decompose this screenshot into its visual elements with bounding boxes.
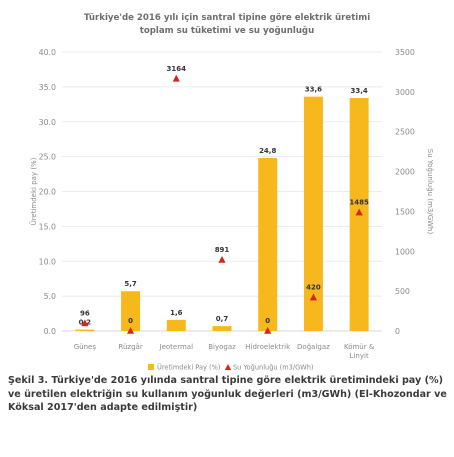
y-tick-label-left: 30.0 <box>39 118 56 127</box>
x-tick-label: Hidroelektrik <box>245 343 291 351</box>
bar-value-label: 24,8 <box>259 147 276 155</box>
legend-label: Üretimdeki Pay (%) <box>157 363 220 372</box>
y-tick-label-right: 3000 <box>395 88 415 97</box>
y-tick-label-left: 20.0 <box>39 188 56 197</box>
bar-3 <box>212 326 232 331</box>
marker-0 <box>81 319 89 327</box>
bar-2 <box>166 319 186 331</box>
y-axis-title-right: Su Yoğunluğu (m3/GWh) <box>426 149 434 235</box>
marker-value-label: 1485 <box>349 199 369 207</box>
x-tick-label: Biyogaz <box>208 343 236 351</box>
x-tick-label: Doğalgaz <box>297 343 330 351</box>
y-tick-label-right: 2500 <box>395 128 415 137</box>
bar-0 <box>75 329 95 331</box>
y-tick-label-left: 25.0 <box>39 153 56 162</box>
marker-value-label: 420 <box>306 284 321 292</box>
chart-title-line1: Türkiye'de 2016 yılı için santral tipine… <box>84 13 370 23</box>
y-tick-label-left: 0.0 <box>44 327 56 336</box>
y-tick-label-left: 5.0 <box>44 292 56 301</box>
y-tick-label-right: 500 <box>395 287 410 296</box>
marker-6 <box>355 208 363 216</box>
figure-caption: Şekil 3. Türkiye'de 2016 yılında santral… <box>8 375 447 414</box>
y-tick-label-left: 15.0 <box>39 222 56 231</box>
bar-5 <box>303 96 323 331</box>
marker-1 <box>126 327 135 334</box>
bar-4 <box>258 158 278 331</box>
y-tick-label-right: 1000 <box>395 247 415 256</box>
marker-value-label: 96 <box>80 309 90 317</box>
marker-3 <box>218 255 226 263</box>
x-tick-label: Güneş <box>74 343 97 351</box>
legend-swatch-bar <box>148 364 154 370</box>
bar-value-label: 33,4 <box>351 87 368 95</box>
x-tick-label-part: Kömür & <box>344 343 375 351</box>
legend-swatch-marker <box>224 364 232 370</box>
x-tick-label: Kömür & Linyit <box>344 343 375 360</box>
marker-value-label: 3164 <box>167 65 187 73</box>
chart-title-line2: toplam su tüketimi ve su yoğunluğu <box>140 26 314 36</box>
y-tick-label-right: 1500 <box>395 207 415 216</box>
x-tick-label-part: Linyit <box>350 352 369 360</box>
x-tick-label: Rüzgâr <box>118 343 142 351</box>
bar-value-label: 5,7 <box>124 280 137 288</box>
marker-value-label: 891 <box>215 246 230 254</box>
y-tick-label-left: 40.0 <box>39 48 56 57</box>
y-tick-label-left: 35.0 <box>39 83 56 92</box>
y-tick-label-right: 3500 <box>395 48 415 57</box>
y-tick-label-left: 10.0 <box>39 257 56 266</box>
marker-4 <box>264 327 272 334</box>
marker-5 <box>309 293 318 301</box>
y-axis-title-left: Üretimdeki pay (%) <box>29 157 38 225</box>
marker-2 <box>172 74 180 82</box>
y-tick-label-right: 2000 <box>395 168 415 177</box>
bar-value-label: 0,7 <box>216 315 229 323</box>
marker-value-label: 0 <box>128 317 133 325</box>
bar-1 <box>121 291 141 331</box>
y-tick-label-right: 0 <box>395 327 400 336</box>
bar-value-label: 33,6 <box>305 86 322 94</box>
legend-label: Su Yoğunluğu (m3/GWh) <box>233 364 313 372</box>
bar-value-label: 1,6 <box>170 309 183 317</box>
marker-value-label: 0 <box>265 317 270 325</box>
x-tick-label: Jeotermal <box>159 343 194 351</box>
